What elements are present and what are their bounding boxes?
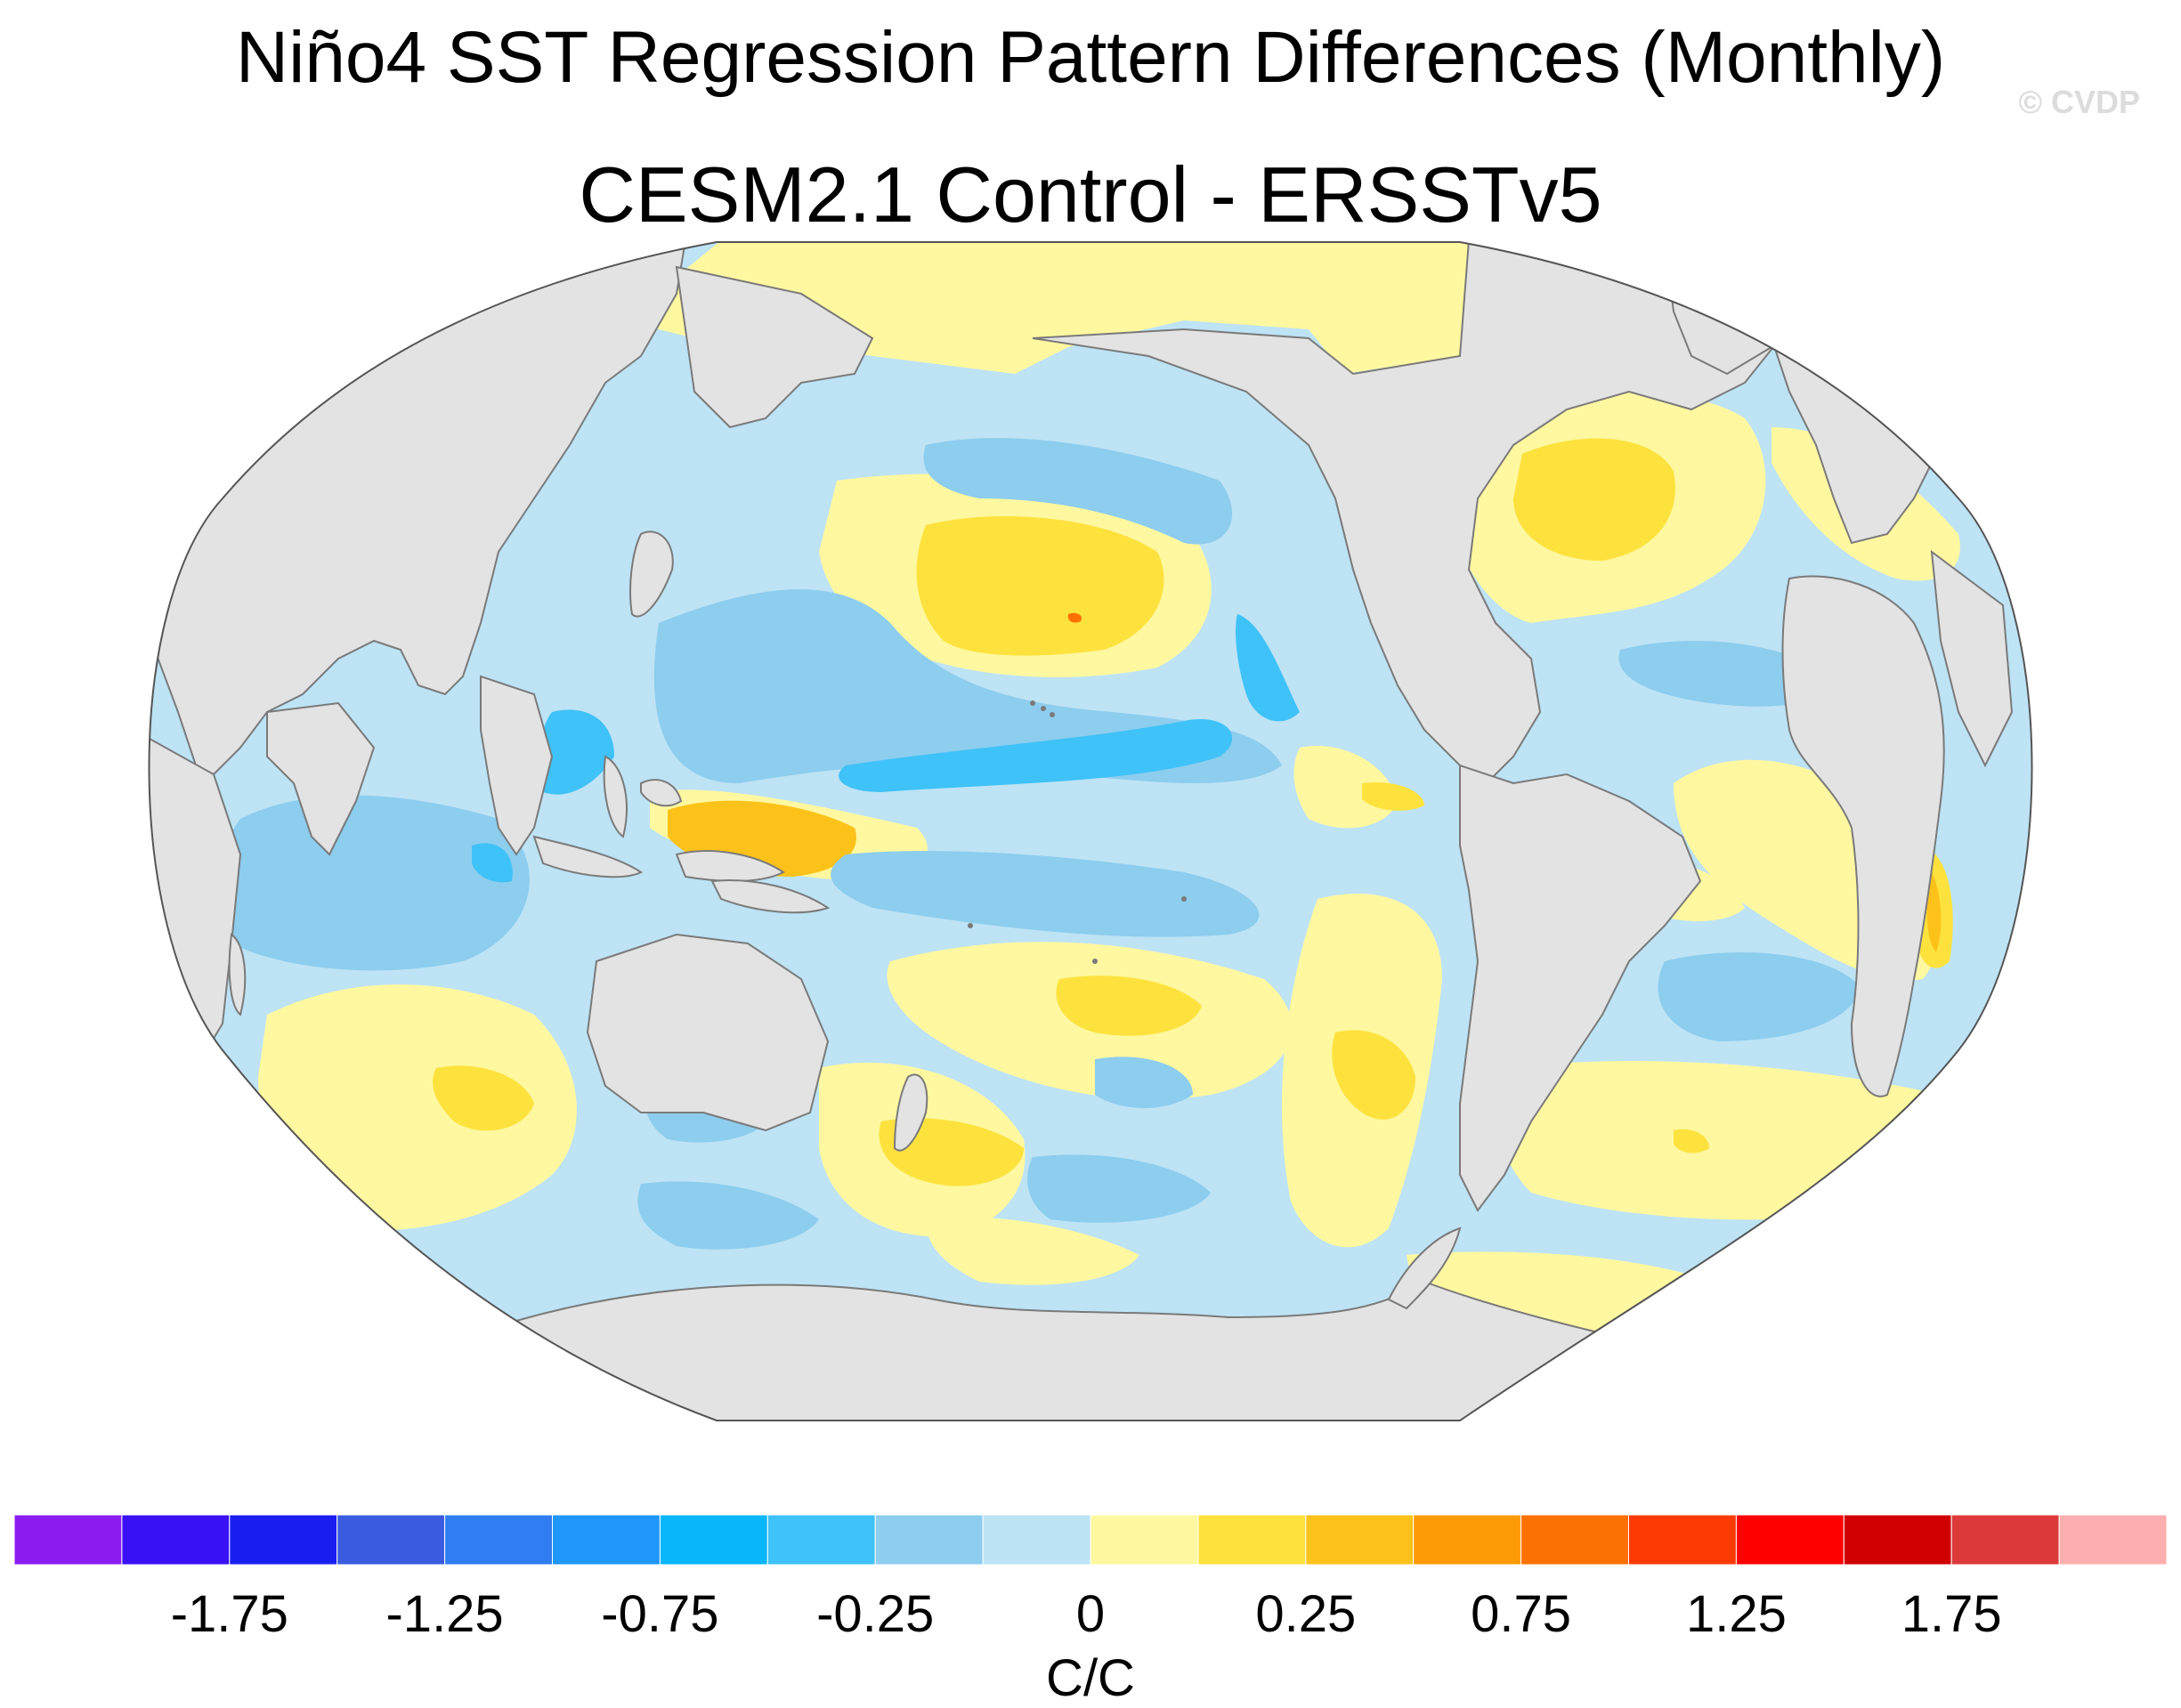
colorbar-segment bbox=[982, 1514, 1091, 1566]
colorbar-tick-label: -0.75 bbox=[601, 1585, 719, 1643]
chart-subtitle: CESM2.1 Control - ERSSTv5 bbox=[579, 150, 1602, 239]
colorbar-units: C/C bbox=[1046, 1649, 1135, 1707]
colorbar-segment bbox=[1628, 1514, 1737, 1566]
colorbar-segment bbox=[1950, 1514, 2060, 1566]
colorbar-segment bbox=[552, 1514, 661, 1566]
colorbar-segment bbox=[13, 1514, 123, 1566]
colorbar-tick-label: 0.25 bbox=[1255, 1585, 1357, 1643]
small-islands bbox=[968, 700, 1187, 964]
colorbar-tick-label: 0 bbox=[1075, 1585, 1106, 1643]
colorbar-segment bbox=[659, 1514, 768, 1566]
cvdp-watermark: © CVDP bbox=[2018, 84, 2140, 120]
colorbar-tick-label: 0.75 bbox=[1471, 1585, 1572, 1643]
colorbar-tick-label: -1.25 bbox=[385, 1585, 504, 1643]
colorbar-segment bbox=[336, 1514, 446, 1566]
colorbar-segment bbox=[1197, 1514, 1307, 1566]
colorbar-segment bbox=[874, 1514, 984, 1566]
colorbar-segment bbox=[1305, 1514, 1415, 1566]
chart-title: Niño4 SST Regression Pattern Differences… bbox=[235, 17, 1946, 98]
colorbar-segment bbox=[1413, 1514, 1522, 1566]
colorbar-tick-label: 1.25 bbox=[1685, 1585, 1787, 1643]
colorbar-segment bbox=[766, 1514, 876, 1566]
colorbar-tick-label: 1.75 bbox=[1901, 1585, 2002, 1643]
colorbar-segment bbox=[1735, 1514, 1845, 1566]
colorbar-tick-label: -0.25 bbox=[816, 1585, 935, 1643]
colorbar-segment bbox=[121, 1514, 231, 1566]
colorbar-segment bbox=[229, 1514, 338, 1566]
colorbar-segment bbox=[444, 1514, 554, 1566]
negative-medium-anomalies bbox=[472, 614, 1300, 883]
colorbar-segment bbox=[1090, 1514, 1199, 1566]
colorbar-tick-label: -1.75 bbox=[170, 1585, 288, 1643]
colorbar-segment bbox=[1843, 1514, 1952, 1566]
positive-peak-anomaly bbox=[1067, 612, 1082, 623]
colorbar-segment bbox=[1520, 1514, 1629, 1566]
colorbar-segment bbox=[2058, 1514, 2168, 1566]
map-border bbox=[148, 241, 2033, 1421]
